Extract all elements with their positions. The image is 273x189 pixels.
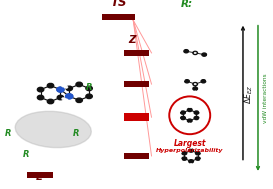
Text: $\Delta E_{EZ}$: $\Delta E_{EZ}$ (243, 85, 255, 104)
Circle shape (195, 157, 200, 160)
Circle shape (206, 79, 208, 81)
Circle shape (200, 159, 203, 161)
Circle shape (49, 105, 52, 107)
Circle shape (200, 151, 203, 153)
Circle shape (66, 94, 72, 98)
Circle shape (78, 79, 81, 81)
Circle shape (194, 52, 196, 54)
Circle shape (76, 82, 82, 87)
Circle shape (181, 50, 183, 51)
Circle shape (182, 152, 187, 155)
Text: R: R (73, 129, 79, 138)
Bar (26, 172, 52, 178)
Circle shape (86, 94, 92, 98)
Circle shape (184, 50, 188, 53)
Bar (123, 153, 150, 159)
Circle shape (57, 87, 64, 92)
Circle shape (190, 147, 192, 148)
Circle shape (189, 123, 191, 124)
Circle shape (180, 159, 182, 161)
Circle shape (78, 104, 81, 106)
Circle shape (33, 99, 36, 101)
Text: vdW interactions: vdW interactions (263, 74, 268, 123)
Circle shape (202, 53, 206, 56)
Circle shape (193, 83, 197, 86)
Circle shape (195, 152, 200, 155)
Bar (102, 14, 135, 20)
Circle shape (47, 99, 54, 104)
Circle shape (86, 86, 92, 91)
Circle shape (62, 98, 65, 100)
Circle shape (93, 85, 97, 87)
Text: R: R (85, 83, 92, 92)
Circle shape (181, 111, 185, 114)
Circle shape (57, 95, 64, 100)
Text: E: E (36, 172, 43, 182)
Circle shape (189, 149, 194, 152)
Text: Hyperpolarizability: Hyperpolarizability (156, 148, 224, 153)
Circle shape (199, 119, 201, 120)
Ellipse shape (15, 111, 91, 148)
Text: R: R (4, 129, 11, 138)
Circle shape (93, 98, 97, 100)
Circle shape (199, 110, 201, 112)
Circle shape (187, 108, 192, 112)
Circle shape (49, 80, 52, 82)
Circle shape (201, 80, 206, 83)
Circle shape (33, 86, 36, 88)
Circle shape (181, 116, 185, 120)
Circle shape (190, 163, 192, 165)
Circle shape (178, 110, 180, 112)
Text: R: R (23, 149, 29, 159)
Circle shape (189, 106, 191, 108)
Circle shape (194, 91, 196, 92)
Circle shape (37, 87, 44, 92)
Circle shape (65, 86, 68, 88)
Circle shape (194, 111, 199, 114)
Text: TS: TS (111, 0, 127, 9)
Circle shape (180, 151, 182, 153)
Circle shape (182, 79, 184, 81)
Circle shape (207, 55, 210, 56)
Text: Z: Z (128, 35, 136, 45)
Circle shape (47, 83, 54, 88)
Circle shape (189, 160, 194, 163)
Circle shape (182, 157, 187, 160)
Circle shape (62, 85, 65, 87)
Text: Largest: Largest (173, 139, 206, 149)
Circle shape (194, 116, 199, 120)
Bar (123, 113, 150, 121)
Circle shape (76, 98, 82, 102)
Circle shape (185, 80, 189, 83)
Text: R:: R: (181, 0, 193, 9)
Circle shape (37, 95, 44, 100)
Circle shape (66, 94, 73, 99)
Circle shape (65, 99, 68, 101)
Bar (123, 50, 150, 56)
Circle shape (57, 87, 64, 92)
Bar (123, 81, 150, 87)
Circle shape (193, 87, 197, 90)
Circle shape (66, 86, 72, 91)
Circle shape (194, 83, 196, 85)
Circle shape (193, 51, 197, 54)
Circle shape (178, 119, 180, 120)
Circle shape (187, 119, 192, 122)
